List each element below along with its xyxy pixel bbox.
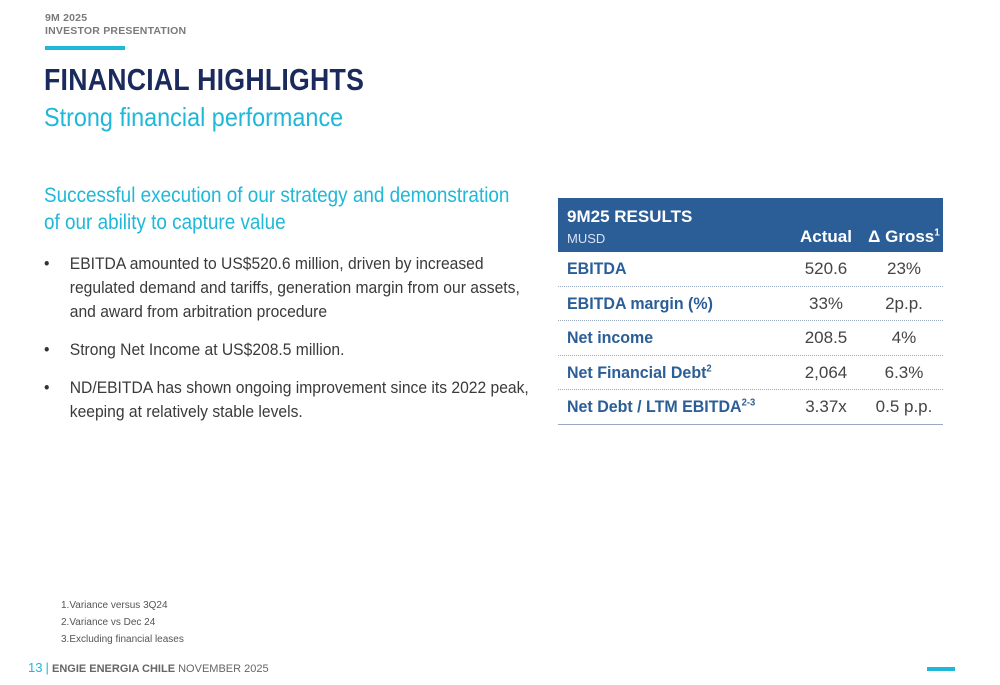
footer-accent-bar [927, 667, 955, 671]
deck-kicker-line2: INVESTOR PRESENTATION [45, 25, 187, 37]
row-label: Net Debt / LTM EBITDA2-3 [567, 397, 755, 417]
results-table-header: 9M25 RESULTS MUSD Actual Δ Gross1 [558, 198, 943, 252]
footer-date: NOVEMBER 2025 [178, 663, 269, 675]
footer-brand: ENGIE ENERGIA CHILE [51, 663, 176, 675]
row-actual-value: 208.5 [804, 328, 848, 347]
row-label: Net Financial Debt2 [567, 363, 712, 383]
row-actual-value: 33% [808, 293, 844, 313]
row-gross-value: 0.5 p.p. [875, 397, 933, 416]
row-label: Net income [567, 328, 653, 348]
table-row: Net Financial Debt2 2,064 6.3% [558, 356, 943, 390]
header-accent-bar [45, 46, 125, 50]
row-label-text: Net income [567, 328, 654, 347]
row-gross-value: 4% [891, 328, 917, 347]
row-gross-value: 2p.p. [885, 293, 923, 313]
page-title: FINANCIAL HIGHLIGHTS [44, 62, 365, 97]
row-label-text: Net Financial Debt [567, 362, 707, 382]
bullet-text: EBITDA amounted to US$520.6 million, dri… [69, 254, 520, 321]
row-actual-value: 2,064 [804, 362, 848, 382]
footnote: 3.Excluding financial leases [61, 634, 184, 645]
row-actual-value: 3.37x [805, 397, 847, 416]
column-header-gross-label: Δ Gross [868, 227, 935, 246]
row-label-text: Net Debt / LTM EBITDA [567, 397, 742, 416]
footnote: 2.Variance vs Dec 24 [61, 617, 156, 628]
bullet-icon: • [44, 254, 50, 273]
column-header-actual: Actual [800, 227, 852, 246]
bullet-icon: • [44, 340, 50, 359]
bullet-text: Strong Net Income at US$208.5 million. [69, 340, 345, 359]
row-label-text: EBITDA [567, 259, 627, 278]
footnotes: 1.Variance versus 3Q24 2.Variance vs Dec… [61, 597, 184, 648]
row-label-sup: 2-3 [741, 397, 756, 409]
footnote: 1.Variance versus 3Q24 [61, 600, 168, 611]
list-item: • ND/EBITDA has shown ongoing improvemen… [44, 376, 548, 424]
row-label: EBITDA margin (%) [567, 294, 713, 314]
page-number: 13 [28, 660, 43, 675]
list-item: • EBITDA amounted to US$520.6 million, d… [44, 252, 548, 324]
row-actual-value: 520.6 [804, 259, 848, 278]
results-table: 9M25 RESULTS MUSD Actual Δ Gross1 EBITDA… [558, 198, 943, 425]
column-header-gross-sup: 1 [934, 227, 940, 239]
footer-separator: | [45, 660, 49, 675]
bullet-text: ND/EBITDA has shown ongoing improvement … [69, 378, 529, 421]
row-label-text: EBITDA margin (%) [567, 293, 713, 313]
table-row: Net income 208.5 4% [558, 321, 943, 356]
results-title: 9M25 RESULTS [567, 207, 693, 226]
table-row: EBITDA margin (%) 33% 2p.p. [558, 287, 943, 321]
row-label: EBITDA [567, 259, 626, 279]
page-footer: 13 | ENGIE ENERGIA CHILE NOVEMBER 2025 [28, 660, 269, 675]
page-subtitle: Strong financial performance [44, 102, 344, 132]
deck-kicker-line1: 9M 2025 [45, 12, 88, 24]
section-heading: Successful execution of our strategy and… [44, 184, 510, 234]
list-item: • Strong Net Income at US$208.5 million. [44, 338, 548, 362]
results-unit: MUSD [567, 231, 606, 246]
table-row: EBITDA 520.6 23% [558, 252, 943, 287]
row-gross-value: 23% [886, 259, 922, 278]
table-row: Net Debt / LTM EBITDA2-3 3.37x 0.5 p.p. [558, 390, 943, 425]
highlights-list: • EBITDA amounted to US$520.6 million, d… [44, 252, 564, 438]
row-gross-value: 6.3% [884, 362, 924, 382]
column-header-gross: Δ Gross1 [868, 227, 940, 247]
bullet-icon: • [44, 378, 50, 397]
row-label-sup: 2 [706, 362, 712, 374]
